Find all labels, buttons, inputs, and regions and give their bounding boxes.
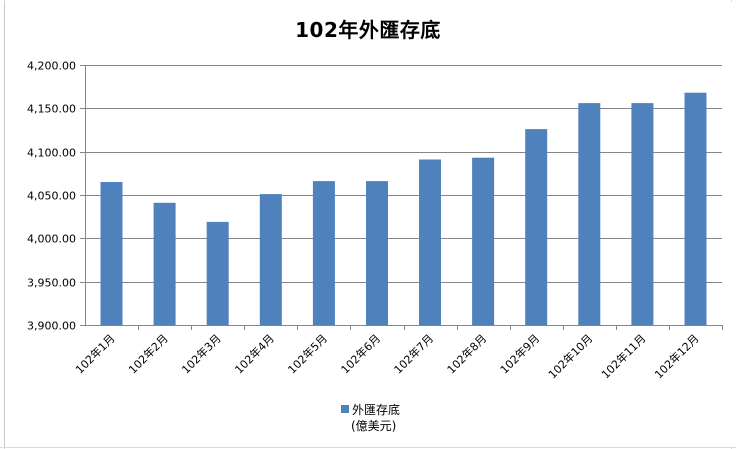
bar <box>631 103 654 325</box>
y-tick-label: 3,900.00 <box>27 320 76 333</box>
legend-series-unit: (億美元) <box>351 419 397 433</box>
x-tick-label: 102年2月 <box>125 331 170 376</box>
y-tick-label: 4,000.00 <box>27 233 76 246</box>
bar <box>472 157 495 325</box>
x-tick-label: 102年4月 <box>232 331 277 376</box>
y-tick-label: 4,100.00 <box>27 147 76 160</box>
x-tick-label: 102年6月 <box>338 331 383 376</box>
bar <box>366 181 388 325</box>
x-tick-label: 102年5月 <box>285 331 330 376</box>
bar <box>206 221 229 325</box>
y-tick-label: 4,150.00 <box>27 103 76 116</box>
legend-series-name: 外匯存底 <box>352 403 401 417</box>
bar <box>259 194 282 325</box>
bar <box>312 181 335 325</box>
y-tick-label: 4,200.00 <box>27 60 76 73</box>
y-tick-label: 3,950.00 <box>27 277 76 290</box>
y-tick-label: 4,050.00 <box>27 190 76 203</box>
x-tick-label: 102年10月 <box>545 331 595 381</box>
legend: 外匯存底 (億美元) <box>341 402 400 434</box>
bar <box>578 103 601 325</box>
x-tick-label: 102年7月 <box>391 331 436 376</box>
sheet-gridline <box>0 447 736 448</box>
bar <box>153 202 176 325</box>
legend-swatch <box>341 405 349 413</box>
bar <box>100 182 123 325</box>
chart-title: 102年外匯存底 <box>295 18 441 42</box>
x-tick-label: 102年1月 <box>72 331 117 376</box>
x-tick-label: 102年8月 <box>444 331 489 376</box>
bar <box>525 129 548 325</box>
x-tick-label: 102年3月 <box>179 331 224 376</box>
x-tick-label: 102年9月 <box>497 331 542 376</box>
x-tick-label: 102年11月 <box>598 331 648 381</box>
bar <box>684 92 707 325</box>
x-tick-label: 102年12月 <box>651 331 701 381</box>
bar <box>419 159 441 325</box>
